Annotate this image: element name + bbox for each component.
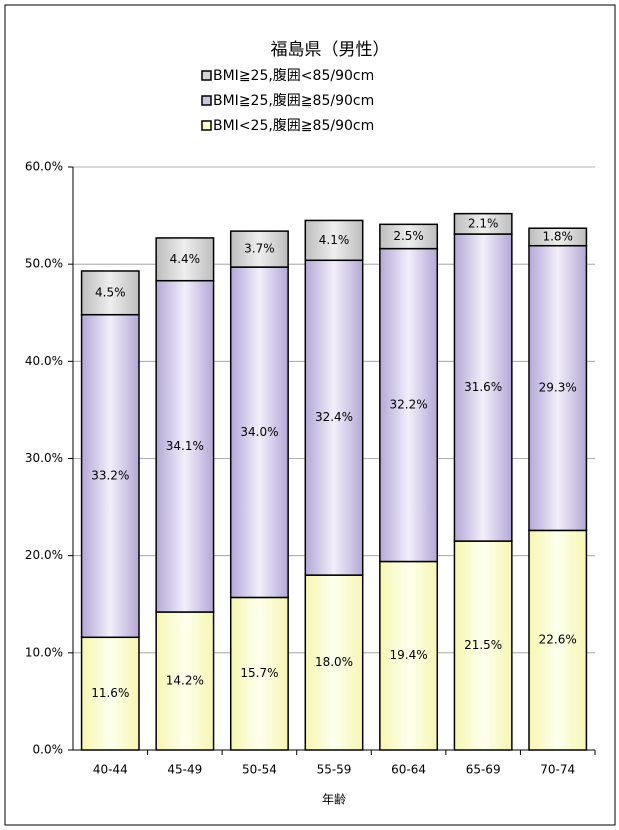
x-tick-label: 55-59: [317, 763, 352, 777]
y-tick-label: 0.0%: [33, 743, 64, 757]
x-tick-label: 65-69: [466, 763, 501, 777]
bar-segment: [229, 230, 289, 268]
bar-segment: [379, 560, 439, 751]
value-label: 15.7%: [240, 666, 278, 680]
value-label: 31.6%: [464, 380, 502, 394]
y-tick-label: 60.0%: [25, 160, 63, 174]
y-tick-label: 30.0%: [25, 451, 63, 465]
value-label: 4.5%: [95, 285, 126, 299]
frame: [4, 4, 616, 826]
y-tick-label: 20.0%: [25, 548, 63, 562]
legend-label: BMI≧25,腹囲≧85/90cm: [213, 92, 374, 109]
value-label: 34.1%: [166, 439, 204, 453]
bar-segment: [229, 596, 289, 751]
x-tick-label: 50-54: [242, 763, 277, 777]
x-tick-label: 60-64: [391, 763, 426, 777]
x-tick-label: 40-44: [93, 763, 128, 777]
bar-segment: [155, 237, 215, 282]
value-label: 11.6%: [91, 686, 129, 700]
value-label: 18.0%: [315, 655, 353, 669]
x-tick-label: 70-74: [540, 763, 575, 777]
bar-segment: [453, 212, 513, 235]
value-label: 4.4%: [170, 252, 201, 266]
y-tick-label: 10.0%: [25, 645, 63, 659]
bar-segment: [304, 219, 364, 262]
legend-swatch: [201, 70, 212, 81]
value-label: 4.1%: [319, 233, 350, 247]
value-label: 1.8%: [542, 229, 573, 243]
bar-segment: [453, 540, 513, 751]
bar-segment: [229, 266, 289, 599]
bar-segment: [379, 247, 439, 563]
legend-swatch: [201, 95, 212, 106]
value-label: 14.2%: [166, 674, 204, 688]
value-label: 32.2%: [390, 398, 428, 412]
bar-segment: [80, 270, 140, 316]
value-label: 29.3%: [539, 381, 577, 395]
value-label: 19.4%: [390, 648, 428, 662]
legend-label: BMI≧25,腹囲<85/90cm: [213, 67, 374, 84]
bar-segment: [155, 279, 215, 613]
value-label: 2.1%: [468, 216, 499, 230]
value-label: 21.5%: [464, 638, 502, 652]
bar-segment: [155, 611, 215, 751]
bar-segment: [528, 244, 588, 532]
value-label: 33.2%: [91, 468, 129, 482]
value-label: 2.5%: [393, 229, 424, 243]
bar-segment: [304, 259, 364, 576]
bar-segment: [528, 529, 588, 751]
legend-swatch: [201, 120, 212, 131]
value-label: 22.6%: [539, 633, 577, 647]
x-axis-label: 年齢: [322, 792, 346, 807]
value-label: 32.4%: [315, 410, 353, 424]
value-label: 3.7%: [244, 242, 275, 256]
bar-segment: [80, 636, 140, 751]
legend-label: BMI<25,腹囲≧85/90cm: [213, 117, 374, 134]
chart-title: 福島県（男性）: [271, 40, 390, 60]
bar-segment: [528, 227, 588, 247]
y-tick-label: 40.0%: [25, 354, 63, 368]
bar-segment: [453, 233, 513, 542]
bar-segment: [379, 223, 439, 250]
y-tick-label: 50.0%: [25, 257, 63, 271]
x-tick-label: 45-49: [167, 763, 202, 777]
bar-segment: [80, 313, 140, 639]
value-label: 34.0%: [240, 425, 278, 439]
